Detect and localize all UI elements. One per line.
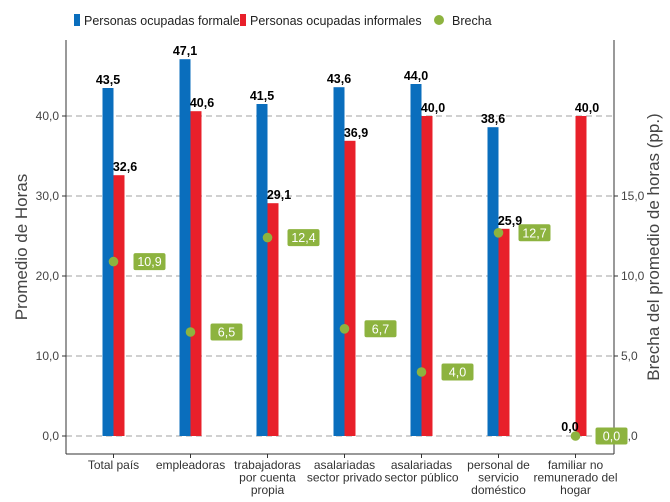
x-tick-label: doméstico bbox=[471, 483, 526, 497]
data-label-informal: 36,9 bbox=[344, 126, 368, 140]
y-tick-label: 30,0 bbox=[36, 189, 60, 203]
y-right-tick-label: 5,0 bbox=[621, 349, 638, 363]
x-tick-label: personal de bbox=[467, 458, 530, 472]
gap-point bbox=[570, 431, 581, 441]
x-tick-label: trabajadoras bbox=[234, 458, 301, 472]
bar-formal bbox=[102, 88, 114, 436]
x-tick-label: hogar bbox=[560, 483, 591, 497]
bar-informal bbox=[344, 140, 356, 437]
x-tick-label: familiar no bbox=[548, 458, 604, 472]
gap-point bbox=[416, 367, 427, 377]
gap-label: 10,9 bbox=[137, 255, 161, 269]
gap-label-box bbox=[518, 224, 551, 242]
x-tick-label: por cuenta bbox=[239, 471, 296, 485]
gap-label-box bbox=[287, 229, 320, 247]
y-right-tick-label: 10,0 bbox=[621, 269, 645, 283]
y-axis-title: Promedio de Horas bbox=[12, 174, 31, 320]
y-tick-label: 20,0 bbox=[36, 269, 60, 283]
x-tick-label: asalariadas bbox=[391, 458, 452, 472]
bar-formal bbox=[487, 127, 499, 436]
data-label-informal: 25,9 bbox=[498, 214, 522, 228]
x-tick-label: remunerado del bbox=[533, 471, 617, 485]
gap-label: 6,7 bbox=[372, 322, 389, 336]
data-label-formal: 47,1 bbox=[173, 44, 197, 58]
gap-label-box bbox=[595, 427, 628, 445]
y-tick-label: 0,0 bbox=[42, 429, 59, 443]
gap-point bbox=[108, 256, 119, 267]
legend-informal-label: Personas ocupadas informales bbox=[250, 14, 422, 28]
gap-point bbox=[493, 228, 504, 238]
data-label-informal: 29,1 bbox=[267, 188, 291, 202]
gap-label: 12,4 bbox=[291, 231, 315, 245]
gap-label-box bbox=[441, 363, 474, 381]
data-label-formal: 44,0 bbox=[404, 69, 428, 83]
legend-informal-swatch bbox=[240, 14, 246, 26]
legend-brecha-swatch bbox=[434, 15, 444, 25]
y-right-axis-title: Brecha del promedio de horas (pp.) bbox=[644, 113, 663, 380]
bar-informal bbox=[190, 111, 202, 436]
gap-point bbox=[339, 324, 350, 334]
x-tick-label: asalariadas bbox=[314, 458, 375, 472]
data-label-informal: 40,6 bbox=[190, 96, 214, 110]
data-label-informal: 32,6 bbox=[113, 160, 137, 174]
legend-formal-swatch bbox=[74, 14, 80, 26]
gap-label: 4,0 bbox=[449, 366, 466, 380]
data-label-formal: 0,0 bbox=[561, 420, 578, 434]
gap-point bbox=[185, 327, 196, 337]
y-tick-label: 10,0 bbox=[36, 349, 60, 363]
legend-brecha-label: Brecha bbox=[452, 14, 492, 28]
bar-formal bbox=[410, 84, 422, 436]
x-tick-label: sector público bbox=[384, 471, 458, 485]
x-tick-label: servicio bbox=[478, 471, 519, 485]
bar-informal bbox=[113, 175, 125, 436]
data-label-formal: 43,5 bbox=[96, 73, 120, 87]
bar-informal bbox=[575, 116, 587, 436]
gap-label-box bbox=[210, 323, 243, 341]
data-label-informal: 40,0 bbox=[575, 101, 599, 115]
x-tick-label: sector privado bbox=[307, 471, 383, 485]
bar-formal bbox=[333, 87, 345, 436]
data-label-informal: 40,0 bbox=[421, 101, 445, 115]
gap-point bbox=[262, 232, 273, 243]
x-tick-label: Total país bbox=[88, 458, 139, 472]
bar-informal bbox=[421, 116, 433, 436]
gap-label: 6,5 bbox=[218, 326, 235, 340]
x-tick-label: empleadoras bbox=[156, 458, 225, 472]
data-label-formal: 38,6 bbox=[481, 112, 505, 126]
gap-label: 12,7 bbox=[522, 226, 546, 240]
data-label-formal: 41,5 bbox=[250, 89, 274, 103]
bar-informal bbox=[498, 228, 510, 436]
bar-formal bbox=[256, 104, 268, 436]
gap-label-box bbox=[364, 320, 397, 338]
y-right-tick-label: 15,0 bbox=[621, 189, 645, 203]
gap-label: 0,0 bbox=[603, 430, 620, 444]
legend-formal-label: Personas ocupadas formales bbox=[84, 14, 246, 28]
x-tick-label: propia bbox=[251, 483, 285, 497]
bar-informal bbox=[267, 203, 279, 436]
data-label-formal: 43,6 bbox=[327, 72, 351, 86]
bar-formal bbox=[179, 59, 191, 436]
y-tick-label: 40,0 bbox=[36, 109, 60, 123]
gap-label-box bbox=[133, 253, 166, 271]
